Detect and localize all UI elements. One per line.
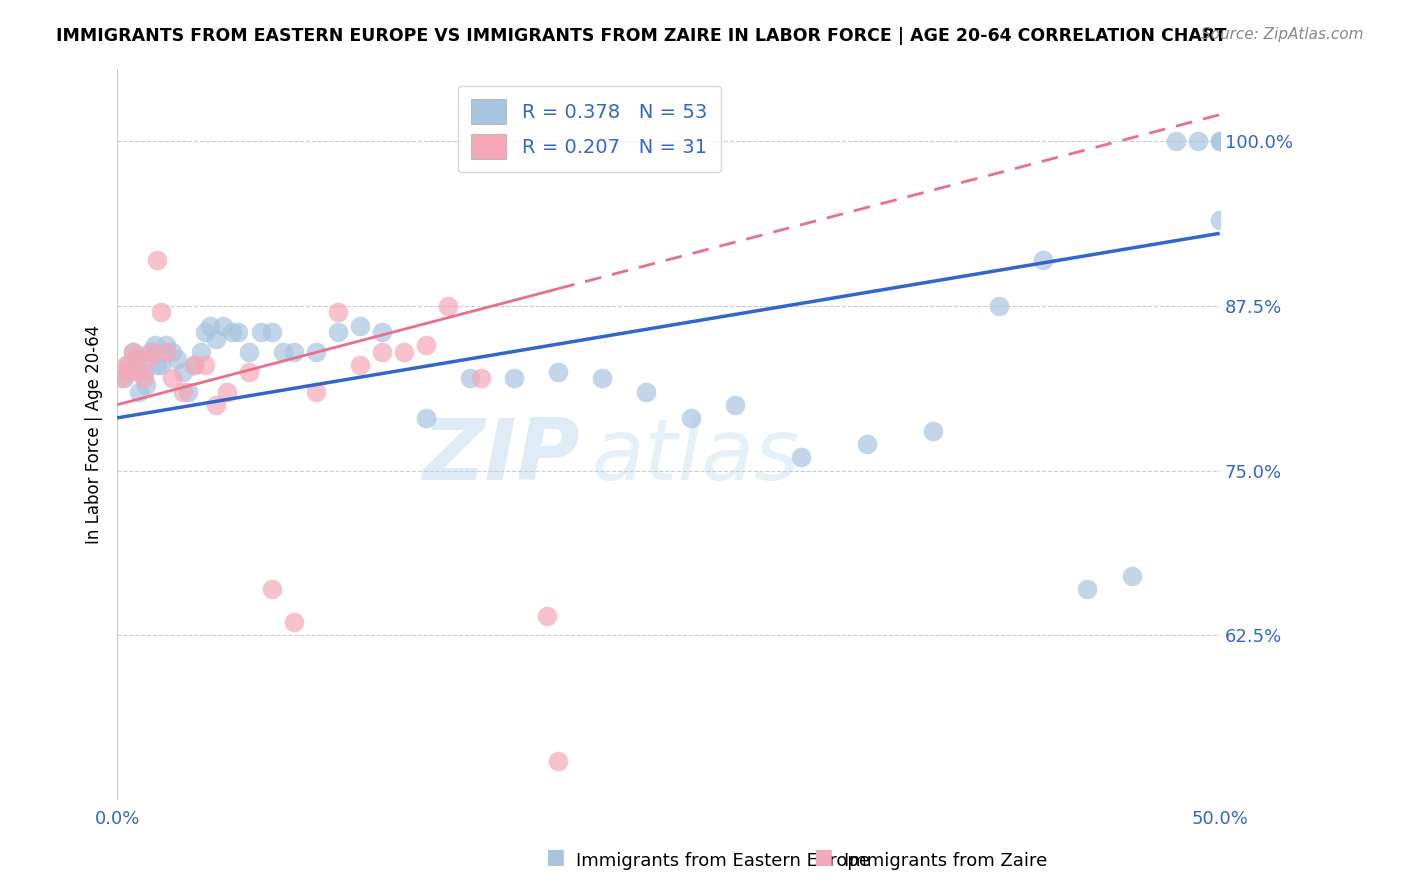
Point bbox=[458, 371, 481, 385]
Point bbox=[922, 424, 945, 438]
Point bbox=[162, 345, 184, 359]
Point bbox=[1121, 569, 1143, 583]
Y-axis label: In Labor Force | Age 20-64: In Labor Force | Age 20-64 bbox=[86, 325, 103, 544]
Point bbox=[132, 365, 155, 379]
Point bbox=[591, 371, 613, 385]
Point bbox=[392, 345, 415, 359]
Point bbox=[221, 325, 243, 339]
Point bbox=[1209, 134, 1232, 148]
Point bbox=[146, 252, 169, 267]
Legend: R = 0.378   N = 53, R = 0.207   N = 31: R = 0.378 N = 53, R = 0.207 N = 31 bbox=[458, 86, 721, 172]
Point bbox=[155, 345, 177, 359]
Text: IMMIGRANTS FROM EASTERN EUROPE VS IMMIGRANTS FROM ZAIRE IN LABOR FORCE | AGE 20-: IMMIGRANTS FROM EASTERN EUROPE VS IMMIGR… bbox=[56, 27, 1227, 45]
Point bbox=[1209, 134, 1232, 148]
Text: atlas: atlas bbox=[592, 415, 799, 498]
Point bbox=[856, 437, 879, 451]
Point bbox=[723, 398, 745, 412]
Point bbox=[124, 351, 146, 366]
Point bbox=[112, 371, 135, 385]
Point bbox=[547, 754, 569, 768]
Point bbox=[128, 365, 150, 379]
Point bbox=[249, 325, 271, 339]
Point bbox=[150, 358, 173, 372]
Point bbox=[125, 351, 148, 366]
Point bbox=[1032, 252, 1054, 267]
Point bbox=[503, 371, 526, 385]
Point bbox=[326, 305, 349, 319]
Point bbox=[117, 358, 139, 372]
Point bbox=[349, 358, 371, 372]
Point bbox=[1187, 134, 1209, 148]
Point bbox=[194, 358, 217, 372]
Point bbox=[146, 358, 169, 372]
Point bbox=[1164, 134, 1187, 148]
Point bbox=[150, 305, 173, 319]
Text: ■: ■ bbox=[813, 847, 832, 867]
Point bbox=[238, 345, 260, 359]
Point bbox=[162, 371, 184, 385]
Point bbox=[415, 338, 437, 352]
Point bbox=[283, 345, 305, 359]
Point bbox=[217, 384, 239, 399]
Point bbox=[194, 325, 217, 339]
Point bbox=[115, 358, 138, 372]
Text: Immigrants from Zaire: Immigrants from Zaire bbox=[844, 852, 1047, 870]
Point bbox=[128, 384, 150, 399]
Point bbox=[177, 384, 200, 399]
Point bbox=[326, 325, 349, 339]
Point bbox=[190, 345, 212, 359]
Point bbox=[271, 345, 294, 359]
Point bbox=[136, 351, 159, 366]
Point bbox=[437, 299, 460, 313]
Point bbox=[139, 345, 162, 359]
Point bbox=[536, 608, 558, 623]
Point bbox=[117, 365, 139, 379]
Point bbox=[205, 332, 228, 346]
Point bbox=[283, 615, 305, 630]
Point bbox=[228, 325, 250, 339]
Point bbox=[110, 371, 132, 385]
Point bbox=[143, 338, 166, 352]
Point bbox=[260, 582, 283, 597]
Point bbox=[790, 450, 813, 465]
Point bbox=[260, 325, 283, 339]
Point bbox=[132, 371, 155, 385]
Point bbox=[470, 371, 492, 385]
Point bbox=[1209, 213, 1232, 227]
Point bbox=[304, 345, 326, 359]
Point bbox=[183, 358, 205, 372]
Point bbox=[415, 410, 437, 425]
Point bbox=[1076, 582, 1098, 597]
Point bbox=[304, 384, 326, 399]
Point bbox=[198, 318, 221, 333]
Point bbox=[172, 384, 194, 399]
Text: ■: ■ bbox=[546, 847, 565, 867]
Text: Immigrants from Eastern Europe: Immigrants from Eastern Europe bbox=[576, 852, 870, 870]
Point bbox=[212, 318, 235, 333]
Point bbox=[679, 410, 702, 425]
Point bbox=[155, 338, 177, 352]
Point bbox=[349, 318, 371, 333]
Point bbox=[547, 365, 569, 379]
Point bbox=[205, 398, 228, 412]
Point bbox=[183, 358, 205, 372]
Point bbox=[238, 365, 260, 379]
Point bbox=[172, 365, 194, 379]
Point bbox=[371, 325, 394, 339]
Point bbox=[141, 345, 163, 359]
Point bbox=[988, 299, 1011, 313]
Point bbox=[121, 345, 143, 359]
Point bbox=[636, 384, 658, 399]
Point bbox=[166, 351, 188, 366]
Point bbox=[371, 345, 394, 359]
Text: Source: ZipAtlas.com: Source: ZipAtlas.com bbox=[1201, 27, 1364, 42]
Point bbox=[135, 378, 157, 392]
Text: ZIP: ZIP bbox=[423, 415, 581, 498]
Point bbox=[121, 345, 143, 359]
